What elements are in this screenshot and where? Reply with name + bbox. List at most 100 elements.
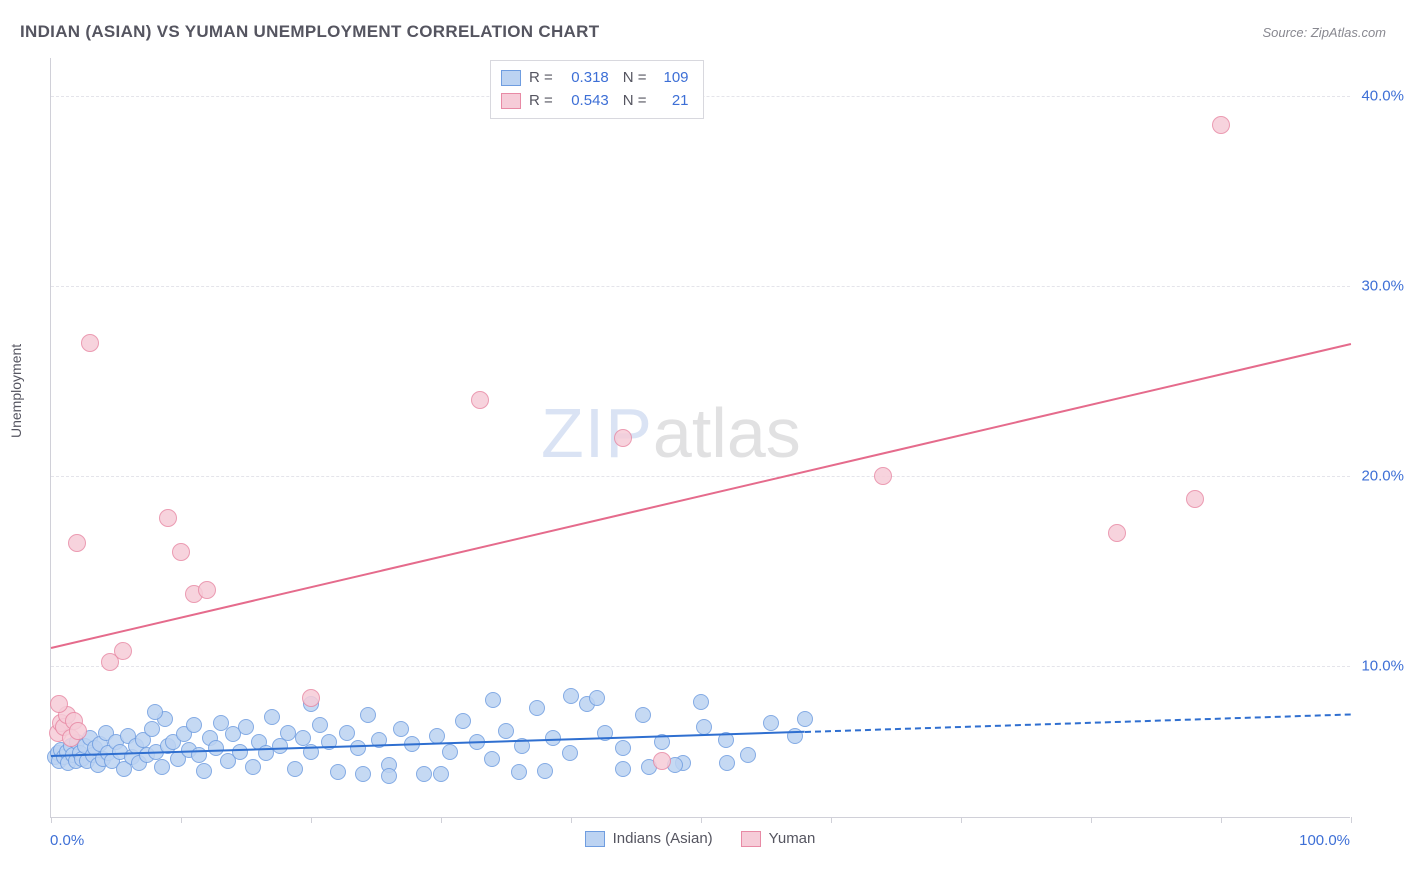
- legend-swatch: [741, 831, 761, 847]
- legend-n-label: N =: [623, 90, 647, 113]
- series-legend: Indians (Asian) Yuman: [50, 830, 1350, 847]
- stats-legend-row: R = 0.318 N = 109: [501, 67, 689, 90]
- x-tick: [1091, 817, 1092, 823]
- data-point: [563, 688, 579, 704]
- data-point: [393, 721, 409, 737]
- data-point: [287, 761, 303, 777]
- data-point: [653, 752, 671, 770]
- data-point: [147, 704, 163, 720]
- series-legend-item: Indians (Asian): [585, 830, 713, 847]
- data-point: [484, 751, 500, 767]
- data-point: [312, 717, 328, 733]
- x-tick: [961, 817, 962, 823]
- data-point: [696, 719, 712, 735]
- trend-line: [805, 713, 1351, 733]
- data-point: [511, 764, 527, 780]
- chart-source: Source: ZipAtlas.com: [1262, 25, 1386, 40]
- data-point: [264, 709, 280, 725]
- data-point: [614, 429, 632, 447]
- data-point: [198, 581, 216, 599]
- chart-title: INDIAN (ASIAN) VS YUMAN UNEMPLOYMENT COR…: [20, 22, 599, 42]
- data-point: [186, 717, 202, 733]
- legend-n-value: 21: [655, 90, 689, 113]
- data-point: [350, 740, 366, 756]
- data-point: [238, 719, 254, 735]
- data-point: [172, 543, 190, 561]
- x-tick: [441, 817, 442, 823]
- legend-swatch: [501, 93, 521, 109]
- plot-area: ZIPatlas 10.0%20.0%30.0%40.0%: [50, 58, 1350, 818]
- data-point: [1186, 490, 1204, 508]
- data-point: [485, 692, 501, 708]
- data-point: [615, 740, 631, 756]
- data-point: [280, 725, 296, 741]
- x-tick: [1221, 817, 1222, 823]
- data-point: [50, 695, 68, 713]
- stats-legend: R = 0.318 N = 109 R = 0.543 N = 21: [490, 60, 704, 119]
- y-tick-label: 30.0%: [1361, 278, 1404, 295]
- x-tick: [831, 817, 832, 823]
- series-legend-label: Yuman: [769, 830, 816, 847]
- data-point: [302, 689, 320, 707]
- x-tick: [701, 817, 702, 823]
- data-point: [1108, 524, 1126, 542]
- data-point: [196, 763, 212, 779]
- data-point: [763, 715, 779, 731]
- data-point: [1212, 116, 1230, 134]
- y-tick-label: 10.0%: [1361, 658, 1404, 675]
- grid-line: [51, 476, 1350, 477]
- grid-line: [51, 666, 1350, 667]
- data-point: [232, 744, 248, 760]
- x-tick: [51, 817, 52, 823]
- data-point: [455, 713, 471, 729]
- stats-legend-row: R = 0.543 N = 21: [501, 90, 689, 113]
- y-tick-label: 20.0%: [1361, 468, 1404, 485]
- data-point: [245, 759, 261, 775]
- data-point: [740, 747, 756, 763]
- data-point: [498, 723, 514, 739]
- legend-n-label: N =: [623, 67, 647, 90]
- legend-r-value: 0.318: [561, 67, 609, 90]
- legend-r-label: R =: [529, 90, 553, 113]
- x-tick: [571, 817, 572, 823]
- data-point: [68, 534, 86, 552]
- y-tick-label: 40.0%: [1361, 88, 1404, 105]
- y-axis-title: Unemployment: [8, 344, 24, 438]
- data-point: [874, 467, 892, 485]
- legend-swatch: [585, 831, 605, 847]
- legend-r-label: R =: [529, 67, 553, 90]
- data-point: [562, 745, 578, 761]
- legend-n-value: 109: [655, 67, 689, 90]
- x-tick: [311, 817, 312, 823]
- data-point: [416, 766, 432, 782]
- trend-line: [51, 343, 1351, 649]
- data-point: [154, 759, 170, 775]
- data-point: [208, 740, 224, 756]
- x-tick: [181, 817, 182, 823]
- data-point: [433, 766, 449, 782]
- data-point: [635, 707, 651, 723]
- data-point: [797, 711, 813, 727]
- data-point: [81, 334, 99, 352]
- chart-header: INDIAN (ASIAN) VS YUMAN UNEMPLOYMENT COR…: [20, 22, 1386, 42]
- data-point: [330, 764, 346, 780]
- data-point: [69, 722, 87, 740]
- data-point: [360, 707, 376, 723]
- series-legend-item: Yuman: [741, 830, 816, 847]
- data-point: [615, 761, 631, 777]
- data-point: [381, 768, 397, 784]
- data-point: [537, 763, 553, 779]
- data-point: [159, 509, 177, 527]
- legend-r-value: 0.543: [561, 90, 609, 113]
- watermark: ZIPatlas: [541, 393, 801, 473]
- series-legend-label: Indians (Asian): [613, 830, 713, 847]
- grid-line: [51, 286, 1350, 287]
- data-point: [442, 744, 458, 760]
- watermark-part2: atlas: [653, 394, 801, 472]
- data-point: [339, 725, 355, 741]
- legend-swatch: [501, 70, 521, 86]
- x-tick: [1351, 817, 1352, 823]
- data-point: [719, 755, 735, 771]
- data-point: [355, 766, 371, 782]
- watermark-part1: ZIP: [541, 394, 653, 472]
